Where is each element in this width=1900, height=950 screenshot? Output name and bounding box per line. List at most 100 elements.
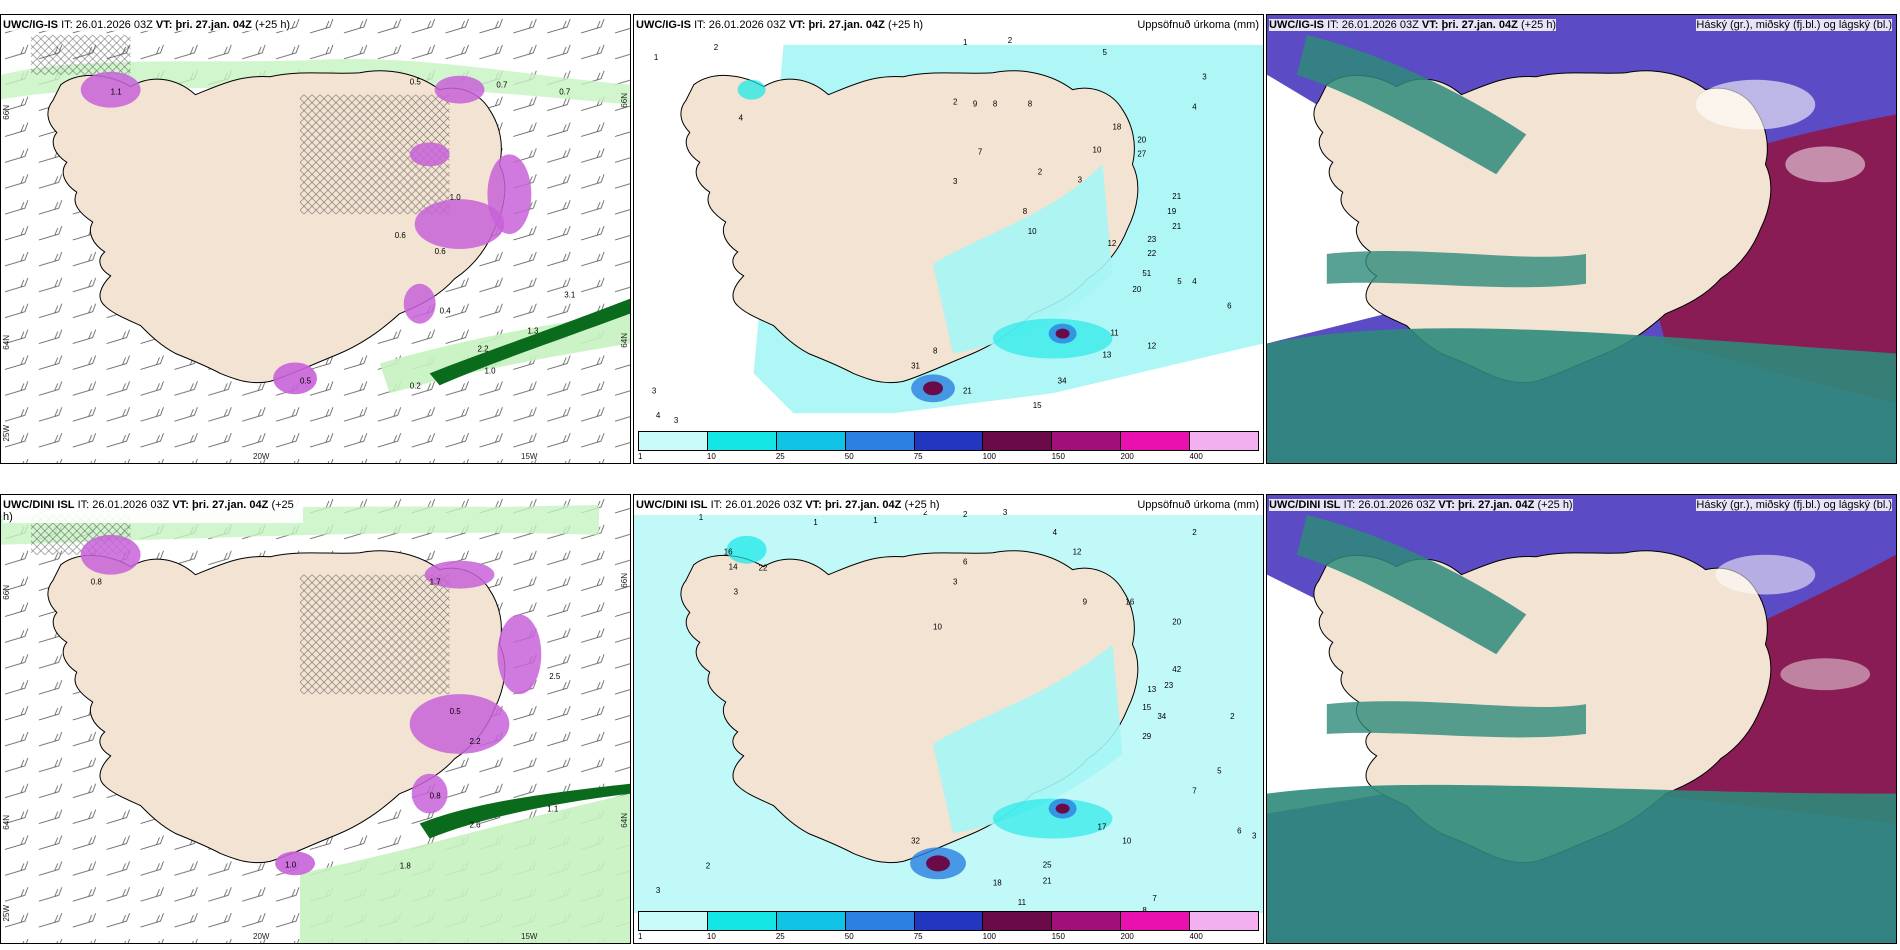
colorbar-segment [1052,432,1122,450]
label: 4 [1053,528,1058,537]
label: 13 [1103,350,1112,359]
label: 4 [656,411,661,420]
label: 3 [656,886,661,895]
label: 3 [1252,831,1257,840]
label: 2 [923,508,928,517]
colorbar-tick: 400 [1189,452,1203,461]
label: 6 [1237,826,1242,835]
label: 3 [1003,508,1008,517]
cloud-map [1267,495,1896,943]
colorbar-tick: 100 [982,932,996,941]
label: 5 [1217,767,1222,776]
colorbar-segment [1190,912,1259,930]
label: 3 [652,386,657,395]
lat-label: 64N [2,335,11,350]
label: 1.0 [484,366,496,375]
snow-map: 0.5 0.7 0.7 0.6 1.0 1.1 0.6 0.4 2.2 1.0 … [1,15,630,463]
label: 1 [813,518,818,527]
panel-title: UWC/DINI ISL IT: 26.01.2026 03Z VT: þri.… [1269,499,1573,511]
colorbar-tick: 75 [913,452,923,461]
label: 4 [1192,277,1197,286]
colorbar-labels: 1 10 25 50 75 100 150 200 400 [638,451,1259,463]
label: 17 [1098,823,1107,832]
colorbar-segment [639,432,708,450]
label: 16 [1125,598,1134,607]
label: 2 [1038,167,1043,176]
panel-title: UWC/IG-IS IT: 26.01.2026 03Z VT: þri. 27… [1269,19,1557,31]
lon-label: 15W [521,932,538,941]
colorbar-segment [1190,432,1259,450]
colorbar-tick: 150 [1051,452,1065,461]
colorbar-segment [983,912,1053,930]
colorbar-segment [639,912,708,930]
label: 5 [1177,277,1182,286]
colorbar-segment [914,912,984,930]
label: 15 [1142,703,1151,712]
colorbar-tick: 1 [638,932,643,941]
colorbar-tick: 50 [844,932,854,941]
label: 8 [933,346,938,355]
label: 23 [1164,681,1173,690]
label: 29 [1142,732,1151,741]
label: 32 [911,836,920,845]
label: 9 [1083,598,1088,607]
label: 8 [1142,906,1147,915]
colorbar-tick: 1 [638,452,643,461]
colorbar-segment [845,432,915,450]
label: 23 [1147,235,1156,244]
label: 8 [1023,207,1028,216]
panel-title: UWC/DINI ISL IT: 26.01.2026 03Z VT: þri.… [636,499,940,511]
lon-label: 25W [2,905,11,922]
label: 2.2 [477,345,489,354]
label: 27 [1137,149,1146,158]
lat-label: 66N [2,105,11,120]
label: 0.6 [435,247,447,256]
colorbar-segment [914,432,984,450]
label: 15 [1033,401,1042,410]
label: 1 [963,38,968,47]
colorbar-segment [983,432,1053,450]
label: 10 [933,622,942,631]
label: 12 [1147,342,1156,351]
label: 1 [699,513,704,522]
label: 18 [993,878,1002,887]
label: 0.2 [410,381,422,390]
label: 42 [1172,665,1181,674]
label: 22 [1147,249,1156,258]
panel-title: UWC/DINI ISL IT: 26.01.2026 03Z VT: þri.… [3,499,303,523]
precip-labels: 1 2 1 2 4 5 3 4 2 9 8 8 7 18 10 27 20 21… [652,36,1232,425]
label: 22 [759,564,768,573]
label: 2.2 [470,737,482,746]
label: 6 [1227,302,1232,311]
label: 4 [1192,103,1197,112]
colorbar-tick: 100 [982,452,996,461]
label: 0.5 [300,376,312,385]
colorbar-segment [1121,912,1191,930]
label: 10 [1122,836,1131,845]
lon-label: 15W [521,452,538,461]
label: 0.5 [450,707,462,716]
label: 11 [1018,898,1027,907]
snow-labels: 0.5 0.7 0.7 0.6 1.0 1.1 0.6 0.4 2.2 1.0 … [111,78,576,391]
label: 31 [911,361,920,370]
precip-map: 1 2 1 2 4 5 3 4 2 9 8 8 7 18 10 27 20 21… [652,36,1263,425]
colorbar-tick: 75 [913,932,923,941]
label: 7 [1192,787,1197,796]
lat-label: 66N [620,93,629,108]
label: 7 [1152,894,1157,903]
label: 20 [1137,135,1146,144]
snow-labels: 0.8 2.5 1.7 0.5 2.2 1.1 2.6 1.8 0.8 1.0 [91,578,561,871]
label: 1.7 [430,578,442,587]
panel-subtitle: Uppsöfnuð úrkoma (mm) [1137,499,1259,511]
colorbar-segment [845,912,915,930]
label: 0.5 [410,78,422,87]
precip-colorbar [638,431,1259,451]
label: 4 [739,114,744,123]
snow-map: 0.8 2.5 1.7 0.5 2.2 1.1 2.6 1.8 0.8 1.0 [1,495,630,943]
label: 2.5 [549,672,561,681]
label: 34 [1058,376,1067,385]
lat-label: 66N [2,585,11,600]
precip-map: 1 1 1 2 2 3 4 3 2 16 14 22 3 12 6 9 16 2… [634,508,1263,920]
label: 1.0 [450,193,462,202]
label: 51 [1142,269,1151,278]
